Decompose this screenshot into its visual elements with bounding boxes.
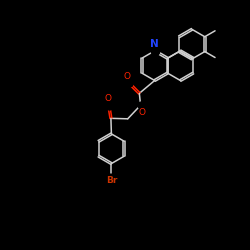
Text: O: O xyxy=(104,94,111,104)
Text: O: O xyxy=(138,108,145,117)
Text: N: N xyxy=(150,39,159,49)
Text: Br: Br xyxy=(106,176,118,186)
Text: O: O xyxy=(124,72,131,81)
